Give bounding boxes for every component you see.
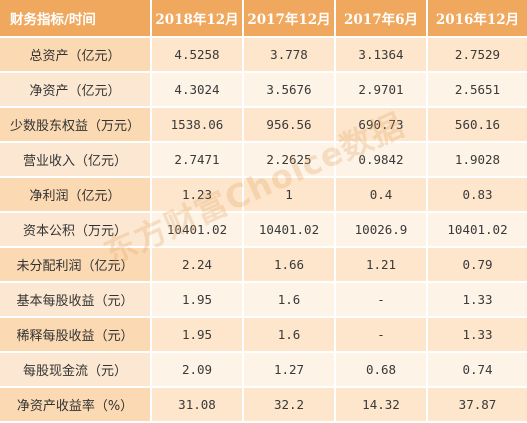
- table-cell: 1.33: [428, 318, 527, 353]
- table-cell: 1: [244, 178, 336, 213]
- table-cell: 1.66: [244, 248, 336, 283]
- row-label: 基本每股收益（元）: [0, 283, 152, 318]
- table-cell: 37.87: [428, 388, 527, 423]
- table-row: 少数股东权益（万元） 1538.06 956.56 690.73 560.16: [0, 108, 527, 143]
- table-row: 基本每股收益（元） 1.95 1.6-1.33: [0, 283, 527, 318]
- table-cell: 10401.02: [244, 213, 336, 248]
- table-cell: 0.74: [428, 353, 527, 388]
- row-label: 净资产（亿元）: [0, 73, 152, 108]
- header-label: 财务指标/时间: [0, 0, 152, 38]
- table-row: 每股现金流（元） 2.09 1.27 0.68 0.74: [0, 353, 527, 388]
- row-label: 净利润（亿元）: [0, 178, 152, 213]
- table-cell: 2.9701: [336, 73, 428, 108]
- table-cell: 560.16: [428, 108, 527, 143]
- table-cell: 2.7529: [428, 38, 527, 73]
- table-row: 资本公积（万元） 10401.02 10401.02 10026.9 10401.02: [0, 213, 527, 248]
- table-cell: 1.9028: [428, 143, 527, 178]
- table-cell: 1.27: [244, 353, 336, 388]
- table-row: 总资产（亿元） 4.5258 3.778 3.1364 2.7529: [0, 38, 527, 73]
- table-cell: 31.08: [152, 388, 244, 423]
- row-label: 少数股东权益（万元）: [0, 108, 152, 143]
- table-cell: 2.5651: [428, 73, 527, 108]
- table-cell: 0.83: [428, 178, 527, 213]
- table-cell: 14.32: [336, 388, 428, 423]
- row-label: 未分配利润（亿元）: [0, 248, 152, 283]
- row-label: 每股现金流（元）: [0, 353, 152, 388]
- table-cell: 3.778: [244, 38, 336, 73]
- table-row: 净资产收益率（%） 31.08 32.2 14.32 37.87: [0, 388, 527, 423]
- table-cell: 2.7471: [152, 143, 244, 178]
- table-row: 稀释每股收益（元） 1.95 1.6-1.33: [0, 318, 527, 353]
- table-cell: 2.2625: [244, 143, 336, 178]
- table-cell: 1.23: [152, 178, 244, 213]
- row-label: 稀释每股收益（元）: [0, 318, 152, 353]
- table-body: 总资产（亿元） 4.5258 3.778 3.1364 2.7529 净资产（亿元） 4.3…: [0, 38, 527, 423]
- table-cell: 10401.02: [428, 213, 527, 248]
- table-cell: 10026.9: [336, 213, 428, 248]
- table-cell: 1.6: [244, 283, 336, 318]
- table-cell: 3.1364: [336, 38, 428, 73]
- table-header-row: 财务指标/时间 2018年12月 2017年12月 2017年6月 2016年1…: [0, 0, 527, 38]
- table-cell: 1.33: [428, 283, 527, 318]
- row-label: 总资产（亿元）: [0, 38, 152, 73]
- table-cell: 690.73: [336, 108, 428, 143]
- header-period: 2017年6月: [336, 0, 428, 38]
- table-row: 净利润（亿元） 1.23 1 0.4 0.83: [0, 178, 527, 213]
- table-cell: 3.5676: [244, 73, 336, 108]
- table-cell: 0.68: [336, 353, 428, 388]
- table-cell: 4.3024: [152, 73, 244, 108]
- header-period: 2018年12月: [152, 0, 244, 38]
- table-cell: 1.95: [152, 318, 244, 353]
- table-cell: 0.9842: [336, 143, 428, 178]
- header-period: 2017年12月: [244, 0, 336, 38]
- table-cell: 2.09: [152, 353, 244, 388]
- table-row: 营业收入（亿元） 2.7471 2.2625 0.9842 1.9028: [0, 143, 527, 178]
- row-label: 净资产收益率（%）: [0, 388, 152, 423]
- table-cell: 32.2: [244, 388, 336, 423]
- table-row: 净资产（亿元） 4.3024 3.5676 2.9701 2.5651: [0, 73, 527, 108]
- row-label: 资本公积（万元）: [0, 213, 152, 248]
- table-cell: 0.4: [336, 178, 428, 213]
- table-cell: 0.79: [428, 248, 527, 283]
- table-cell: 1.95: [152, 283, 244, 318]
- table-cell: -: [336, 283, 428, 318]
- table-cell: 2.24: [152, 248, 244, 283]
- table-cell: 4.5258: [152, 38, 244, 73]
- table-cell: 1.6: [244, 318, 336, 353]
- table-cell: 956.56: [244, 108, 336, 143]
- row-label: 营业收入（亿元）: [0, 143, 152, 178]
- table-cell: 1.21: [336, 248, 428, 283]
- header-period: 2016年12月: [428, 0, 527, 38]
- table-row: 未分配利润（亿元） 2.24 1.66 1.21 0.79: [0, 248, 527, 283]
- table-cell: 10401.02: [152, 213, 244, 248]
- table-cell: 1538.06: [152, 108, 244, 143]
- table-cell: -: [336, 318, 428, 353]
